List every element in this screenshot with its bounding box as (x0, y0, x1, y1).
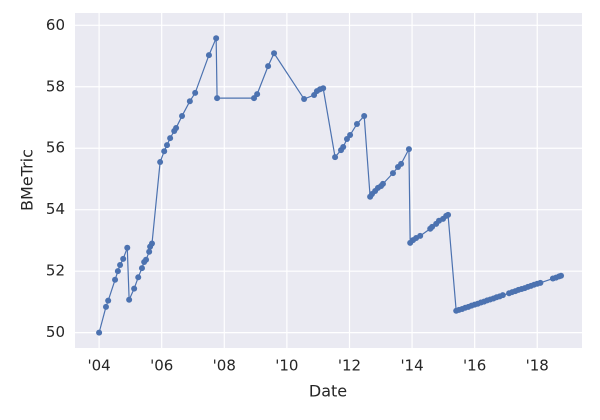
y-tick-label: 52 (46, 262, 65, 280)
data-point (499, 292, 506, 299)
data-point (389, 170, 396, 177)
data-point (265, 63, 272, 70)
data-point (213, 35, 220, 42)
plot-area (75, 13, 582, 348)
y-tick-label: 58 (46, 77, 65, 95)
data-point (131, 285, 138, 292)
y-tick-label: 54 (46, 200, 65, 218)
data-point (179, 112, 186, 119)
data-point (254, 91, 261, 98)
data-point (271, 50, 278, 57)
y-axis-title: BMeTric (18, 149, 37, 211)
data-point (117, 262, 124, 269)
data-point (347, 132, 354, 139)
x-tick-label: '06 (150, 357, 173, 375)
x-tick-label: '04 (87, 357, 110, 375)
data-point (205, 52, 212, 59)
y-tick-label: 60 (46, 16, 65, 34)
data-point (361, 112, 368, 119)
data-point (96, 329, 103, 336)
y-tick-label: 56 (46, 139, 65, 157)
data-point (102, 303, 109, 310)
x-tick-label: '14 (400, 357, 423, 375)
x-tick-label: '08 (213, 357, 236, 375)
data-point (192, 89, 199, 96)
data-point (214, 95, 221, 102)
data-point (353, 120, 360, 127)
data-point (161, 148, 168, 155)
data-point (112, 276, 119, 283)
data-point (148, 240, 155, 247)
data-point (157, 159, 164, 166)
data-point (405, 146, 412, 153)
data-point (143, 256, 150, 263)
data-point (445, 211, 452, 218)
data-point (126, 296, 133, 303)
data-point (105, 297, 112, 304)
y-tick-label: 50 (46, 323, 65, 341)
data-point (340, 144, 347, 150)
data-point (124, 244, 131, 251)
data-point (138, 265, 145, 272)
data-point (379, 180, 386, 187)
data-point (114, 268, 121, 275)
data-point (537, 279, 544, 286)
x-axis-title: Date (309, 382, 347, 401)
data-point (417, 232, 424, 239)
data-point (164, 142, 171, 149)
data-point (320, 85, 327, 92)
data-point (173, 124, 180, 131)
x-tick-label: '12 (338, 357, 361, 375)
data-point (301, 96, 308, 103)
data-point (332, 154, 339, 161)
data-point (429, 223, 436, 230)
data-point (146, 248, 153, 255)
x-tick-label: '10 (275, 357, 298, 375)
data-point (135, 274, 142, 281)
data-point (120, 255, 127, 262)
data-point (558, 272, 565, 279)
x-tick-label: '16 (463, 357, 486, 375)
data-point (398, 160, 405, 167)
data-point (186, 98, 193, 105)
x-tick-label: '18 (526, 357, 549, 375)
data-point (167, 135, 174, 142)
